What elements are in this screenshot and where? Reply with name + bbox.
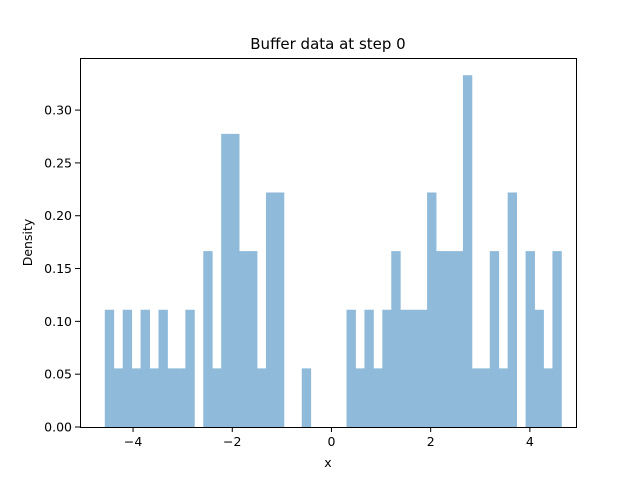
histogram-bar	[489, 251, 500, 427]
histogram-bar	[203, 251, 213, 427]
histogram-bar	[301, 368, 312, 427]
y-tick-label: 0.15	[44, 261, 72, 276]
histogram-bar	[122, 309, 133, 427]
histogram-bar	[104, 309, 115, 427]
histogram-bar	[391, 251, 401, 427]
bars-group	[104, 75, 562, 427]
histogram-bar	[552, 251, 562, 427]
histogram-bar	[507, 192, 518, 427]
x-tick-label: 2	[427, 434, 435, 449]
histogram-bar	[453, 251, 464, 427]
histogram-bar	[543, 368, 553, 427]
histogram-bar	[212, 368, 222, 427]
histogram-bar	[355, 368, 365, 427]
histogram-bar	[409, 309, 419, 427]
histogram-bar	[176, 368, 186, 427]
histogram-bar	[265, 192, 276, 427]
histogram-bar	[274, 192, 285, 427]
y-tick-label: 0.25	[44, 155, 72, 170]
histogram-bar	[346, 309, 356, 427]
histogram-bar	[131, 368, 142, 427]
y-tick-label: 0.30	[44, 103, 72, 118]
histogram-bar	[113, 368, 124, 427]
histogram-bar	[364, 309, 374, 427]
histogram-bar	[418, 309, 428, 427]
histogram-bar	[498, 368, 509, 427]
histogram-bar	[221, 133, 231, 427]
histogram-bar	[436, 251, 446, 427]
histogram-bar	[256, 368, 267, 427]
y-tick-label: 0.20	[44, 208, 72, 223]
chart-title: Buffer data at step 0	[250, 35, 405, 53]
histogram-bar	[140, 309, 150, 427]
histogram-bar	[149, 368, 159, 427]
histogram-bar	[382, 309, 392, 427]
x-tick-label: −4	[124, 434, 142, 449]
histogram-bar	[185, 309, 195, 427]
histogram-bar	[373, 368, 383, 427]
histogram-bar	[230, 133, 240, 427]
plot-frame	[80, 58, 577, 428]
x-tick-label: −2	[223, 434, 241, 449]
histogram-bar	[471, 368, 482, 427]
histogram-bar	[534, 309, 544, 427]
histogram-bar	[427, 192, 437, 427]
histogram-bar	[167, 368, 177, 427]
y-tick-label: 0.10	[44, 314, 72, 329]
x-tick-label: 0	[327, 434, 335, 449]
y-tick-label: 0.05	[44, 367, 72, 382]
y-axis-label: Density	[20, 218, 35, 266]
histogram-bar	[445, 251, 455, 427]
histogram-bar	[525, 251, 535, 427]
histogram-bar	[400, 309, 410, 427]
x-tick-label: 4	[526, 434, 534, 449]
histogram-bar	[480, 368, 491, 427]
histogram-bar	[462, 75, 473, 427]
histogram-bar	[248, 251, 258, 427]
y-axis-ticks: 0.00 0.05 0.10 0.15 0.20 0.25 0.30	[44, 103, 80, 435]
x-axis-label: x	[324, 455, 331, 470]
histogram-bar	[239, 251, 249, 427]
y-tick-label: 0.00	[44, 420, 72, 435]
histogram-bar	[158, 309, 168, 427]
